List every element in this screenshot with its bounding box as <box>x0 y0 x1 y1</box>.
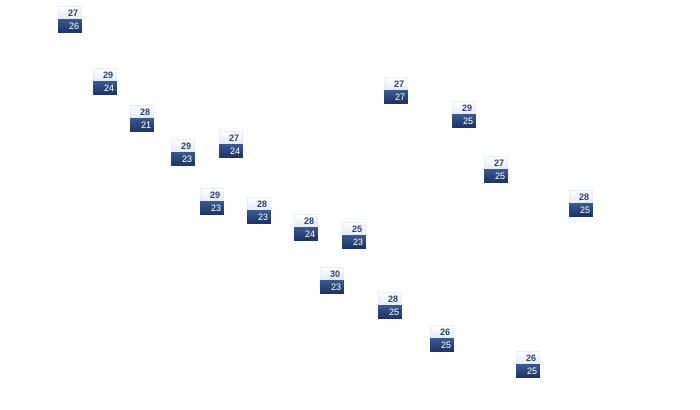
temperature-marker[interactable]: 28 23 <box>247 197 271 224</box>
low-temperature: 25 <box>516 364 540 378</box>
temperature-marker[interactable]: 27 27 <box>384 77 408 104</box>
high-temperature: 27 <box>384 77 408 90</box>
high-temperature: 27 <box>58 6 82 19</box>
temperature-marker[interactable]: 28 24 <box>294 214 318 241</box>
temperature-marker[interactable]: 28 25 <box>378 292 402 319</box>
temperature-marker[interactable]: 30 23 <box>320 267 344 294</box>
temperature-marker[interactable]: 29 23 <box>200 188 224 215</box>
high-temperature: 28 <box>378 292 402 305</box>
high-temperature: 27 <box>219 131 243 144</box>
high-temperature: 29 <box>93 68 117 81</box>
temperature-marker[interactable]: 29 25 <box>452 101 476 128</box>
high-temperature: 29 <box>452 101 476 114</box>
low-temperature: 23 <box>320 280 344 294</box>
low-temperature: 27 <box>384 90 408 104</box>
high-temperature: 29 <box>171 139 195 152</box>
high-temperature: 28 <box>294 214 318 227</box>
low-temperature: 23 <box>171 152 195 166</box>
high-temperature: 28 <box>569 190 593 203</box>
temperature-marker[interactable]: 27 24 <box>219 131 243 158</box>
temperature-marker[interactable]: 29 24 <box>93 68 117 95</box>
low-temperature: 25 <box>452 114 476 128</box>
high-temperature: 27 <box>484 156 508 169</box>
temperature-marker[interactable]: 27 25 <box>484 156 508 183</box>
high-temperature: 28 <box>247 197 271 210</box>
low-temperature: 26 <box>58 19 82 33</box>
low-temperature: 25 <box>378 305 402 319</box>
low-temperature: 23 <box>247 210 271 224</box>
low-temperature: 24 <box>294 227 318 241</box>
temperature-marker[interactable]: 27 26 <box>58 6 82 33</box>
low-temperature: 24 <box>219 144 243 158</box>
low-temperature: 23 <box>342 235 366 249</box>
low-temperature: 23 <box>200 201 224 215</box>
temperature-marker[interactable]: 26 25 <box>430 325 454 352</box>
high-temperature: 28 <box>130 105 154 118</box>
low-temperature: 25 <box>430 338 454 352</box>
temperature-marker[interactable]: 28 21 <box>130 105 154 132</box>
high-temperature: 29 <box>200 188 224 201</box>
low-temperature: 24 <box>93 81 117 95</box>
high-temperature: 26 <box>516 351 540 364</box>
low-temperature: 25 <box>569 203 593 217</box>
temperature-marker[interactable]: 28 25 <box>569 190 593 217</box>
high-temperature: 25 <box>342 222 366 235</box>
high-temperature: 30 <box>320 267 344 280</box>
temperature-marker[interactable]: 25 23 <box>342 222 366 249</box>
low-temperature: 25 <box>484 169 508 183</box>
temperature-marker[interactable]: 29 23 <box>171 139 195 166</box>
temperature-marker[interactable]: 26 25 <box>516 351 540 378</box>
low-temperature: 21 <box>130 118 154 132</box>
high-temperature: 26 <box>430 325 454 338</box>
